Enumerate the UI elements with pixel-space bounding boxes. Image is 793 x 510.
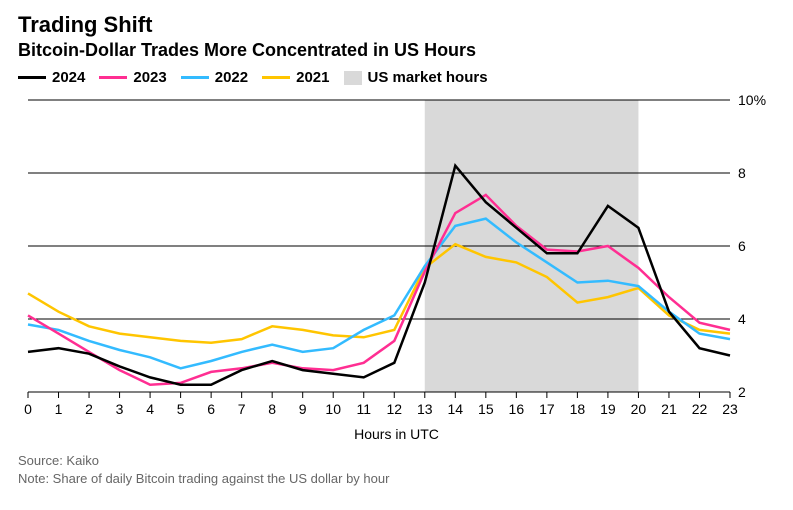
legend-label: 2022	[215, 69, 248, 86]
swatch-line-icon	[99, 76, 127, 79]
x-tick-label: 19	[600, 401, 616, 417]
chart-plot: 246810%012345678910111213141516171819202…	[18, 92, 775, 422]
x-axis-label: Hours in UTC	[18, 426, 775, 442]
note-text: Note: Share of daily Bitcoin trading aga…	[18, 470, 775, 488]
x-tick-label: 3	[116, 401, 124, 417]
line-chart-svg: 246810%012345678910111213141516171819202…	[18, 92, 775, 422]
x-tick-label: 14	[448, 401, 464, 417]
chart-container: Trading Shift Bitcoin-Dollar Trades More…	[0, 0, 793, 497]
x-tick-label: 5	[177, 401, 185, 417]
swatch-line-icon	[18, 76, 46, 79]
x-tick-label: 16	[509, 401, 525, 417]
swatch-line-icon	[262, 76, 290, 79]
legend-label: 2021	[296, 69, 329, 86]
x-tick-label: 17	[539, 401, 555, 417]
x-tick-label: 10	[325, 401, 341, 417]
x-tick-label: 4	[146, 401, 154, 417]
x-tick-label: 13	[417, 401, 433, 417]
footer: Source: Kaiko Note: Share of daily Bitco…	[18, 452, 775, 487]
legend-label: US market hours	[368, 69, 488, 86]
x-tick-label: 18	[570, 401, 586, 417]
legend-item-2024: 2024	[18, 69, 85, 86]
x-tick-label: 8	[268, 401, 276, 417]
y-tick-label: 8	[738, 165, 746, 181]
swatch-block-icon	[344, 71, 362, 85]
x-tick-label: 22	[692, 401, 708, 417]
chart-subtitle: Bitcoin-Dollar Trades More Concentrated …	[18, 40, 775, 61]
x-tick-label: 7	[238, 401, 246, 417]
chart-title: Trading Shift	[18, 12, 775, 38]
y-tick-label: 2	[738, 384, 746, 400]
y-tick-label: 4	[738, 311, 746, 327]
x-tick-label: 20	[631, 401, 647, 417]
legend-item-2021: 2021	[262, 69, 329, 86]
y-tick-label: 6	[738, 238, 746, 254]
swatch-line-icon	[181, 76, 209, 79]
x-tick-label: 23	[722, 401, 738, 417]
source-text: Source: Kaiko	[18, 452, 775, 470]
x-tick-label: 1	[55, 401, 63, 417]
legend: 2024 2023 2022 2021 US market hours	[18, 69, 775, 86]
x-tick-label: 12	[386, 401, 402, 417]
x-tick-label: 21	[661, 401, 677, 417]
legend-item-2022: 2022	[181, 69, 248, 86]
x-tick-label: 0	[24, 401, 32, 417]
x-tick-label: 6	[207, 401, 215, 417]
legend-item-band: US market hours	[344, 69, 488, 86]
legend-label: 2023	[133, 69, 166, 86]
x-tick-label: 15	[478, 401, 494, 417]
x-tick-label: 11	[356, 401, 371, 417]
legend-item-2023: 2023	[99, 69, 166, 86]
x-tick-label: 9	[299, 401, 307, 417]
x-tick-label: 2	[85, 401, 93, 417]
legend-label: 2024	[52, 69, 85, 86]
y-tick-label: 10%	[738, 92, 766, 108]
